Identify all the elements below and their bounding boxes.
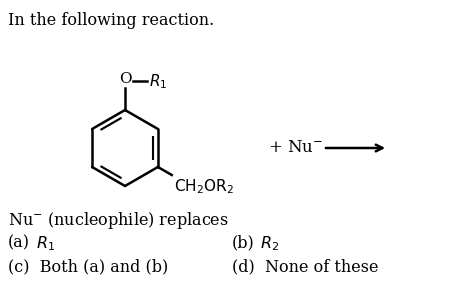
Text: In the following reaction.: In the following reaction. [8, 12, 214, 29]
Text: + Nu$^{-}$: + Nu$^{-}$ [268, 139, 322, 156]
Text: O: O [119, 72, 131, 86]
Text: (b): (b) [232, 234, 254, 251]
Text: $R_2$: $R_2$ [259, 234, 278, 253]
Text: (c)  Both (a) and (b): (c) Both (a) and (b) [8, 258, 168, 275]
Text: $\mathrm{CH_2OR_2}$: $\mathrm{CH_2OR_2}$ [173, 177, 233, 196]
Text: (d)  None of these: (d) None of these [232, 258, 378, 275]
Text: $R_1$: $R_1$ [36, 234, 55, 253]
Text: Nu$^{-}$ (nucleophile) replaces: Nu$^{-}$ (nucleophile) replaces [8, 210, 228, 231]
Text: $R_1$: $R_1$ [149, 73, 167, 92]
Text: (a): (a) [8, 234, 30, 251]
